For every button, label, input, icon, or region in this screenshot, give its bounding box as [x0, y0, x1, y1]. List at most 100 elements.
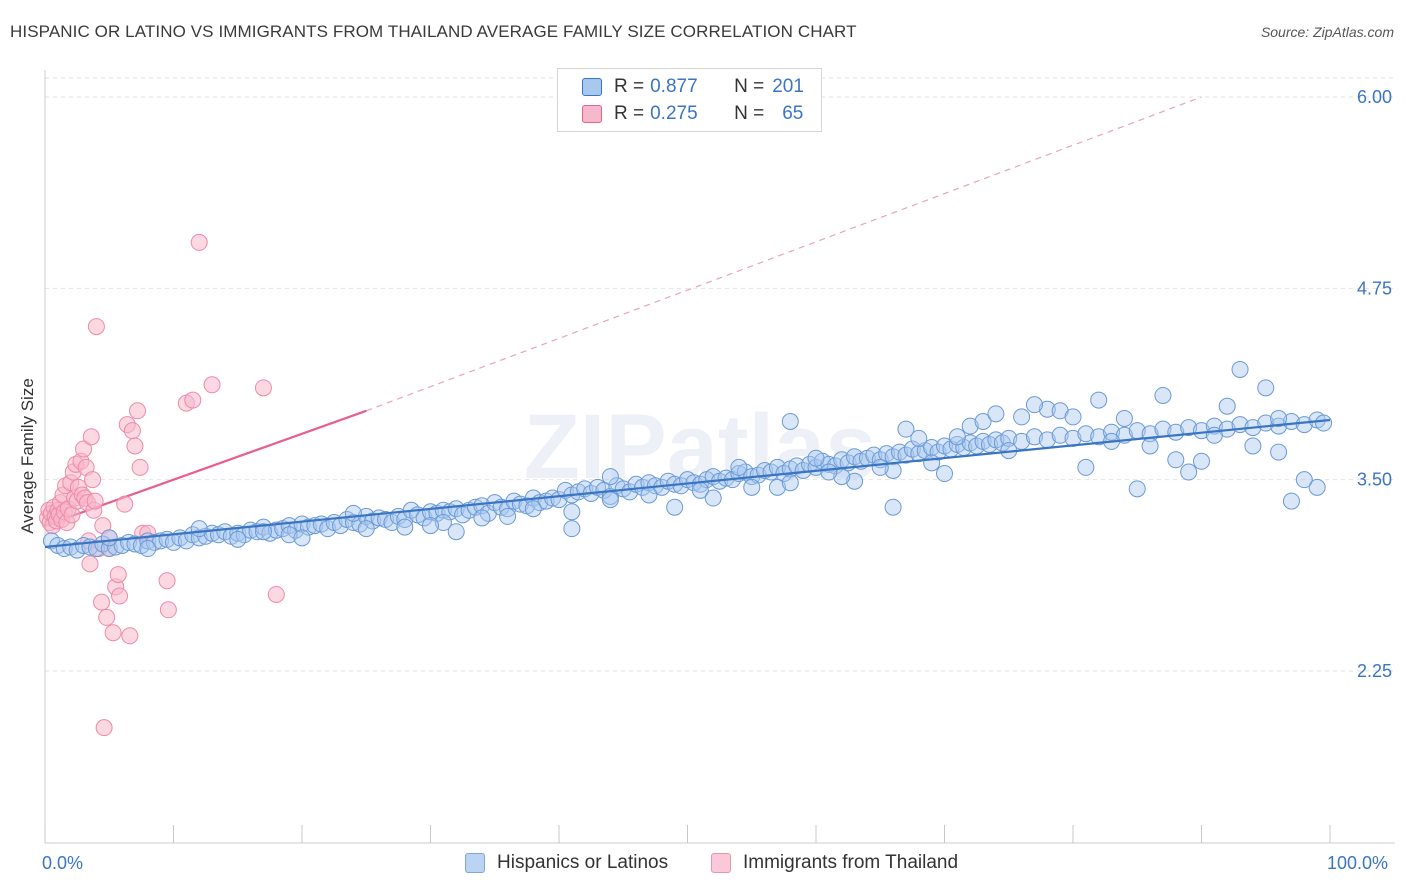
legend-n-value: 65: [782, 103, 804, 124]
data-point-hispanic: [100, 529, 118, 547]
data-point-thailand: [82, 428, 100, 446]
data-point-hispanic: [704, 489, 722, 507]
data-point-hispanic: [601, 491, 619, 509]
legend-n-value: 201: [772, 76, 804, 97]
data-point-hispanic: [1218, 397, 1236, 415]
legend-r-value: 0.877: [650, 76, 698, 97]
data-point-hispanic: [75, 536, 93, 554]
data-point-hispanic: [1180, 419, 1198, 437]
data-point-hispanic: [743, 478, 761, 496]
data-point-hispanic: [139, 540, 157, 558]
x-tick-label-min: 0.0%: [42, 853, 84, 873]
legend-label-hispanic: Hispanics or Latinos: [497, 852, 669, 873]
data-point-hispanic: [1013, 408, 1031, 426]
data-point-thailand: [87, 318, 105, 336]
data-point-thailand: [81, 555, 99, 573]
data-point-thailand: [109, 566, 127, 584]
data-point-hispanic: [1141, 437, 1159, 455]
data-point-hispanic: [499, 507, 517, 525]
data-point-hispanic: [267, 521, 285, 539]
data-point-hispanic: [1193, 422, 1210, 440]
legend-item-thailand: Immigrants from Thailand: [711, 852, 958, 874]
data-point-hispanic: [601, 468, 619, 486]
data-point-hispanic: [293, 529, 311, 547]
legend-row-thailand: R = 0.275 N = 65: [582, 101, 803, 127]
data-point-hispanic: [1167, 451, 1185, 469]
data-point-hispanic: [961, 417, 979, 435]
y-tick-labels: 6.00 4.75 3.50 2.25: [1357, 87, 1392, 681]
data-point-thailand: [111, 587, 129, 605]
data-point-hispanic: [1103, 423, 1121, 441]
data-point-thailand: [131, 458, 149, 476]
legend-swatch-pink: [582, 105, 602, 123]
series-legend: Hispanics or Latinos Immigrants from Tha…: [0, 852, 1406, 878]
data-point-hispanic: [987, 405, 1005, 423]
data-point-hispanic: [846, 472, 864, 490]
data-point-thailand: [86, 492, 104, 510]
data-point-hispanic: [666, 498, 684, 516]
data-point-hispanic: [1244, 437, 1262, 455]
data-point-hispanic: [897, 420, 915, 438]
data-point-hispanic: [974, 413, 992, 431]
thailand-trend-extension: [366, 96, 1202, 412]
legend-label-thailand: Immigrants from Thailand: [743, 852, 959, 873]
data-point-hispanic: [768, 478, 786, 496]
hispanic-trend-line: [44, 418, 1331, 549]
data-point-hispanic: [357, 520, 375, 538]
legend-n-label: N =: [734, 103, 765, 124]
legend-r-value: 0.275: [650, 103, 698, 124]
data-point-hispanic: [1090, 391, 1108, 409]
data-point-hispanic: [447, 500, 465, 518]
source-attribution: Source: ZipAtlas.com: [1260, 24, 1394, 40]
y-tick-label: 3.50: [1357, 470, 1392, 490]
data-point-hispanic: [190, 520, 208, 538]
data-point-hispanic: [1282, 492, 1300, 510]
data-point-hispanic: [299, 518, 317, 536]
chart-title: HISPANIC OR LATINO VS IMMIGRANTS FROM TH…: [10, 22, 857, 41]
data-point-hispanic: [1270, 409, 1288, 427]
data-point-hispanic: [126, 535, 144, 553]
data-point-hispanic: [910, 429, 928, 447]
data-point-hispanic: [1077, 425, 1095, 443]
legend-row-hispanic: R = 0.877 N = 201: [582, 74, 804, 100]
data-point-thailand: [159, 601, 177, 619]
data-point-hispanic: [1025, 396, 1043, 414]
data-point-thailand: [184, 391, 202, 409]
data-point-hispanic: [820, 463, 838, 481]
data-point-hispanic: [396, 518, 414, 536]
data-point-hispanic: [344, 504, 362, 522]
data-point-hispanic: [640, 486, 658, 504]
data-point-hispanic: [1295, 416, 1313, 434]
data-point-hispanic: [936, 465, 953, 483]
legend-swatch-blue: [465, 853, 485, 873]
data-point-thailand: [95, 719, 113, 737]
data-point-thailand: [84, 471, 102, 489]
y-tick-label: 6.00: [1357, 87, 1392, 107]
axes: [44, 70, 1395, 844]
data-point-hispanic: [1000, 429, 1018, 447]
legend-swatch-blue: [582, 78, 602, 96]
data-point-hispanic: [1270, 443, 1288, 461]
data-point-thailand: [190, 233, 208, 251]
data-point-hispanic: [884, 498, 902, 516]
y-axis-title: Average Family Size: [18, 378, 37, 534]
data-point-hispanic: [280, 526, 298, 544]
data-point-hispanic: [1315, 414, 1333, 432]
data-point-hispanic: [1051, 426, 1069, 444]
data-point-thailand: [123, 422, 141, 440]
data-point-hispanic: [447, 523, 465, 541]
legend-swatch-pink: [711, 853, 731, 873]
data-point-hispanic: [1090, 428, 1108, 446]
data-point-hispanic: [434, 514, 452, 532]
data-point-hispanic: [1231, 360, 1249, 378]
data-point-hispanic: [1193, 452, 1210, 470]
y-tick-label: 2.25: [1357, 661, 1392, 681]
data-point-thailand: [75, 440, 93, 458]
data-point-hispanic: [422, 517, 439, 535]
data-point-hispanic: [1025, 428, 1043, 446]
data-point-hispanic: [319, 520, 337, 538]
data-point-hispanic: [190, 529, 208, 547]
data-point-thailand: [104, 624, 122, 642]
data-point-hispanic: [730, 458, 748, 476]
